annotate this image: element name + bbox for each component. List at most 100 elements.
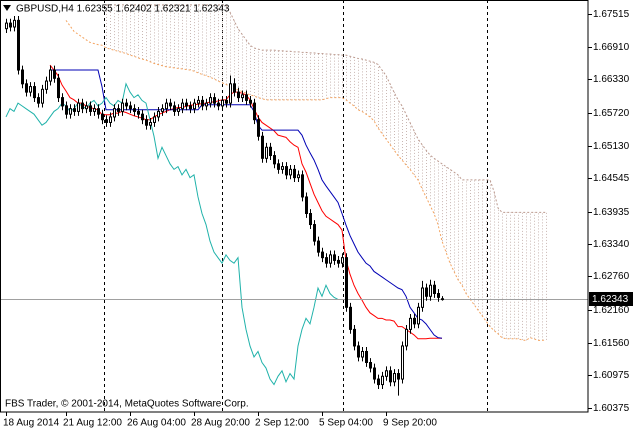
candle-body xyxy=(169,102,172,107)
candle-body xyxy=(109,116,112,123)
y-tick-label: 1.64545 xyxy=(593,173,630,184)
candle-body xyxy=(237,91,240,99)
candle-body xyxy=(329,254,332,264)
candle-body xyxy=(401,345,404,380)
candle-body xyxy=(37,97,40,104)
y-tick-label: 1.62160 xyxy=(593,305,630,316)
candle-body xyxy=(157,110,160,118)
candle-body xyxy=(201,99,204,107)
plot-area xyxy=(0,0,588,412)
candle-body xyxy=(213,97,216,104)
candle-body xyxy=(149,121,152,126)
x-tick-label: 28 Aug 20:00 xyxy=(191,418,250,429)
x-tick-label: 21 Aug 12:00 xyxy=(63,418,122,429)
candle-body xyxy=(49,69,52,82)
candle-body xyxy=(141,113,144,121)
candle-body xyxy=(429,284,432,297)
candle-body xyxy=(61,97,64,107)
candle-body xyxy=(249,99,252,104)
candle-body xyxy=(221,99,224,107)
candle-body xyxy=(161,108,164,112)
candle-body xyxy=(361,350,364,358)
candle-body xyxy=(389,370,392,383)
candle-body xyxy=(313,224,316,242)
candle-body xyxy=(105,119,108,123)
candle-body xyxy=(377,378,380,386)
candle-body xyxy=(393,373,396,383)
candle-body xyxy=(325,257,328,264)
candle-body xyxy=(301,174,304,198)
candle-body xyxy=(181,102,184,110)
candle-body xyxy=(153,116,156,123)
candle-body xyxy=(261,135,264,159)
candle-body xyxy=(41,88,44,104)
candle-body xyxy=(53,69,56,79)
x-tick-label: 9 Sep 20:00 xyxy=(383,418,437,429)
candle-body xyxy=(17,19,20,71)
price-label-box xyxy=(589,292,633,306)
x-tick-label: 5 Sep 04:00 xyxy=(319,418,373,429)
y-tick-label: 1.62760 xyxy=(593,271,630,282)
candle-body xyxy=(57,77,60,99)
x-tick-label: 26 Aug 04:00 xyxy=(127,418,186,429)
candle-body xyxy=(285,166,288,176)
candle-body xyxy=(133,108,136,112)
candle-body xyxy=(229,83,232,104)
candle-body xyxy=(65,105,68,115)
candle-body xyxy=(341,257,344,264)
candle-body xyxy=(233,83,236,93)
candle-body xyxy=(13,19,16,28)
candle-body xyxy=(353,328,356,347)
x-tick-label: 2 Sep 12:00 xyxy=(255,418,309,429)
candle-body xyxy=(21,69,24,85)
candle-body xyxy=(189,105,192,110)
candle-body xyxy=(321,251,324,259)
candle-body xyxy=(225,99,228,104)
candle-body xyxy=(405,328,408,347)
candle-body xyxy=(281,166,284,170)
candle-body xyxy=(89,105,92,112)
candle-body xyxy=(253,102,256,121)
price-label: 1.62343 xyxy=(592,294,629,305)
candle-body xyxy=(97,108,100,115)
candle-body xyxy=(25,83,28,93)
candle-body xyxy=(317,240,320,253)
candle-body xyxy=(425,287,428,297)
candle-body xyxy=(441,298,444,301)
candle-body xyxy=(93,108,96,112)
candle-body xyxy=(69,108,72,115)
senkou-span-b xyxy=(106,4,546,213)
candle-body xyxy=(5,22,8,30)
y-tick-label: 1.60975 xyxy=(593,370,630,381)
y-tick-label: 1.63935 xyxy=(593,207,630,218)
candle-body xyxy=(193,102,196,110)
candle-body xyxy=(241,94,244,99)
candle-body xyxy=(305,196,308,215)
candle-body xyxy=(217,102,220,107)
y-tick-label: 1.65720 xyxy=(593,108,630,119)
candle-body xyxy=(73,108,76,112)
candle-body xyxy=(289,168,292,176)
candle-body xyxy=(297,174,300,179)
candle-body xyxy=(269,146,272,157)
y-tick-label: 1.66330 xyxy=(593,74,630,85)
senkou-span-a xyxy=(65,20,547,341)
candle-body xyxy=(373,367,376,380)
candle-body xyxy=(85,105,88,110)
candle-body xyxy=(345,257,348,308)
y-tick-label: 1.66910 xyxy=(593,42,630,53)
candle-body xyxy=(417,306,420,325)
plot-border xyxy=(0,0,589,413)
candle-body xyxy=(349,306,352,330)
y-tick-label: 1.60375 xyxy=(593,403,630,414)
candle-body xyxy=(205,102,208,107)
candle-body xyxy=(77,102,80,112)
candle-body xyxy=(81,102,84,110)
candle-body xyxy=(421,287,424,308)
candle-body xyxy=(29,86,32,93)
candle-body xyxy=(145,119,148,126)
y-tick-label: 1.67515 xyxy=(593,9,630,20)
candle-body xyxy=(433,284,436,295)
